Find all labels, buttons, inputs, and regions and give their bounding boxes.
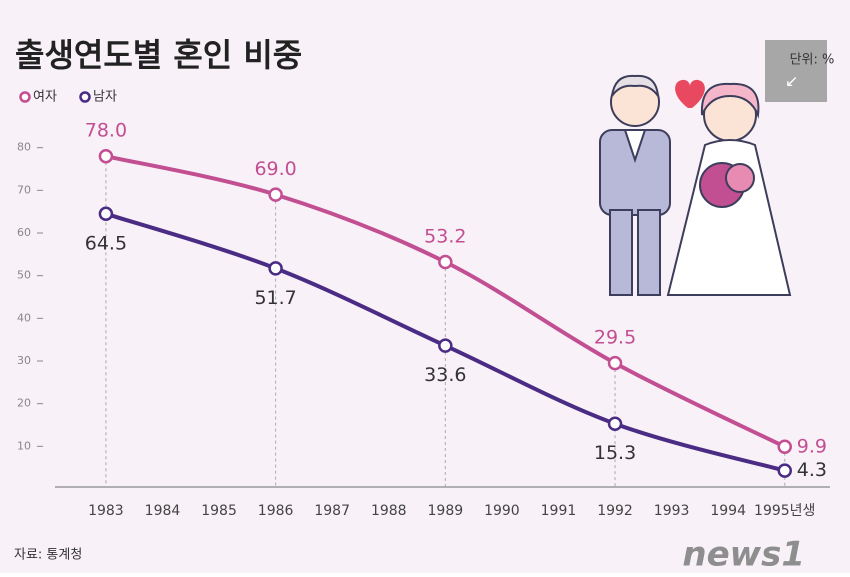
point [607,416,623,431]
value-label: 9.9 [797,435,827,457]
value-label: 15.3 [594,442,636,464]
legend-marker [79,91,91,103]
x-tick-label: 1987 [314,503,350,519]
point [777,439,792,455]
legend-label: 여자 [33,90,57,105]
y-tick-label: 50 [17,269,31,282]
illustration [599,74,792,296]
point [98,206,114,222]
y-tick-label: 10 [17,439,31,452]
x-tick-label: 1989 [428,503,464,519]
point [98,148,114,164]
value-label: 64.5 [85,232,127,254]
point [607,355,623,371]
point [777,463,792,478]
value-label: 78.0 [85,120,127,142]
y-tick-label: 60 [17,226,31,239]
x-tick-label: 1990 [484,503,520,519]
logo: news1 [682,535,805,574]
value-label: 69.0 [254,158,296,180]
x-tick-label: 1988 [371,503,407,519]
expand-icon: ↙ [785,72,798,91]
unit-label: 단위: % [790,53,835,68]
value-label: 4.3 [797,459,827,481]
x-tick-label: 1985 [201,503,237,519]
x-tick-label: 1991 [541,503,577,519]
point [268,261,283,276]
x-tick-label: 1986 [258,503,294,519]
point [268,187,283,202]
x-tick-label: 1994 [710,503,746,519]
x-tick-label: 1984 [145,503,181,519]
expand-button[interactable] [765,40,827,102]
y-tick-label: 20 [17,397,31,410]
y-tick-label: 80 [17,141,31,154]
y-tick-label: 70 [17,183,31,196]
legend-label: 남자 [93,90,117,105]
y-tick-label: 30 [17,354,31,367]
point [438,338,453,353]
value-label: 51.7 [254,287,296,309]
chart-title: 출생연도별 혼인 비중 [15,36,302,74]
y-tick-label: 40 [17,311,31,324]
value-label: 53.2 [424,226,466,248]
value-label: 33.6 [424,364,466,386]
legend: 여자 남자 [19,90,117,105]
legend-marker [19,91,31,103]
x-tick-label: 1992 [597,503,633,519]
x-tick-label: 1993 [654,503,690,519]
source: 자료: 통계청 [14,548,82,563]
x-tick-label: 1983 [88,503,124,519]
value-label: 29.5 [594,327,636,349]
x-tick-label: 1995년생 [754,503,815,519]
point [438,254,453,270]
